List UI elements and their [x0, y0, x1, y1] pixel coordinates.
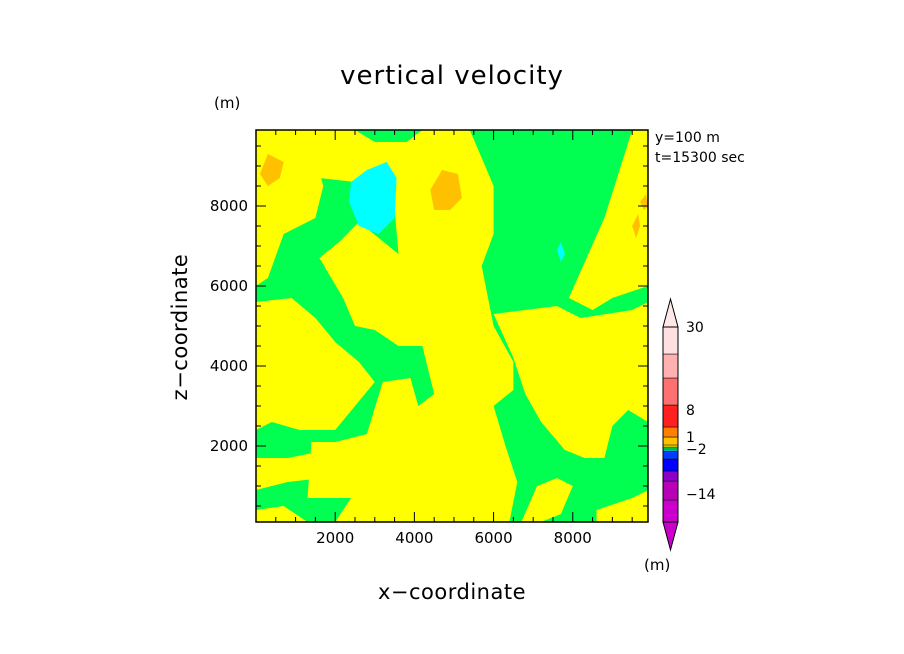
updraft-yellow-region [596, 490, 648, 522]
colorbar-swatch [662, 404, 679, 428]
y-tick-label: 8000 [210, 197, 248, 215]
updraft-orange-region [632, 214, 641, 238]
updraft-yellow-region [256, 450, 344, 490]
updraft-yellow-region [256, 506, 308, 522]
x-tick-label: 4000 [395, 529, 433, 547]
y-axis-label: z−coordinate [168, 254, 192, 401]
annotation-location: y=100 m [655, 130, 720, 146]
updraft-yellow-region [521, 478, 573, 522]
updraft-orange-region [260, 154, 284, 186]
x-tick-label: 2000 [316, 529, 354, 547]
annotation-time: t=15300 sec [655, 150, 745, 166]
colorbar-border [662, 326, 679, 523]
colorbar-swatch [662, 436, 679, 446]
colorbar-swatch [662, 326, 679, 355]
colorbar-swatch [662, 377, 679, 406]
x-axis: 2000 4000 6000 8000 [275, 130, 633, 547]
colorbar-unit-label: (m) [644, 556, 670, 574]
updraft-yellow-region [568, 130, 648, 310]
chart-title: vertical velocity [340, 61, 564, 91]
colorbar-swatch [662, 499, 679, 523]
contour-field [256, 130, 648, 522]
colorbar-top-arrow [662, 297, 679, 328]
colorbar-label: −2 [686, 442, 707, 458]
downdraft-cyan-region [556, 242, 565, 262]
colorbar-swatch [662, 470, 679, 482]
y-tick-label: 2000 [210, 437, 248, 455]
x-tick-label: 6000 [474, 529, 512, 547]
downdraft-cyan-region [349, 162, 397, 234]
y-axis: 2000 4000 6000 8000 [210, 145, 648, 507]
x-tick-label: 8000 [554, 529, 592, 547]
colorbar-swatch [662, 450, 679, 460]
updraft-yellow-region [493, 302, 648, 458]
colorbar-swatch [662, 353, 679, 379]
updraft-orange-region [430, 170, 462, 210]
colorbar-label: 8 [686, 403, 695, 419]
colorbar-swatch [662, 480, 679, 501]
y-tick-label: 4000 [210, 357, 248, 375]
colorbar-label: 1 [686, 430, 695, 446]
colorbar-swatch [662, 448, 679, 452]
colorbar-swatch [662, 458, 679, 472]
colorbar-swatch [662, 446, 679, 450]
colorbar-label: 30 [686, 320, 704, 336]
colorbar-swatch [662, 444, 679, 448]
updraft-yellow-region [256, 298, 375, 430]
colorbar: 30 8 1−2 −14 [662, 297, 716, 552]
colorbar-swatch [662, 426, 679, 438]
y-tick-label: 6000 [210, 277, 248, 295]
y-unit-label: (m) [214, 94, 240, 112]
updraft-yellow-region [299, 130, 518, 522]
colorbar-bottom-arrow [662, 521, 679, 552]
x-axis-label: x−coordinate [378, 580, 526, 604]
colorbar-label: −14 [686, 487, 716, 503]
